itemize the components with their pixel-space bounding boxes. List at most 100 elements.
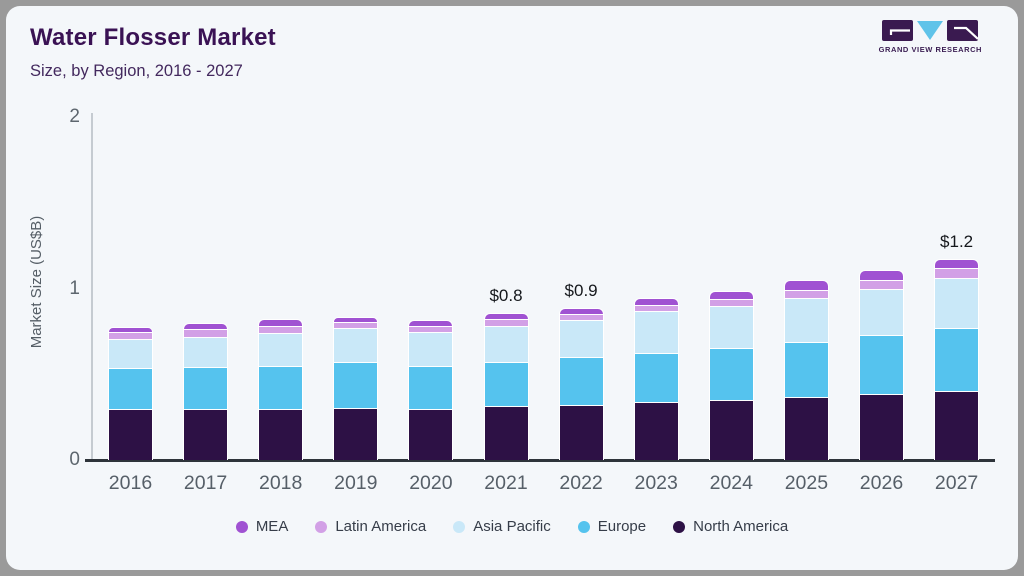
bar-segment-mea <box>483 312 529 320</box>
x-tick-label: 2018 <box>258 472 303 494</box>
bar-segment-latin-america <box>333 321 379 328</box>
legend-item-asia-pacific: Asia Pacific <box>453 518 551 535</box>
legend-label: Europe <box>597 518 647 535</box>
y-tick-label: 0 <box>69 449 80 470</box>
x-tick-label: 2016 <box>108 472 153 494</box>
x-tick-label: 2020 <box>409 472 453 494</box>
y-tick-label: 1 <box>69 277 80 299</box>
stacked-bar-2025 <box>783 280 829 460</box>
bar-segment-asia-pacific <box>183 336 229 367</box>
stacked-bar-2019 <box>333 316 379 460</box>
legend-item-mea: MEA <box>235 518 289 535</box>
bar-segment-mea <box>708 291 754 299</box>
bar-segment-latin-america <box>934 267 980 278</box>
bar-segment-north-america <box>108 408 153 460</box>
bar-segment-europe <box>258 365 304 409</box>
bar-segment-latin-america <box>183 328 229 337</box>
stacked-bar-2016 <box>108 327 153 460</box>
bar-segment-asia-pacific <box>633 311 679 353</box>
legend-dot-icon <box>673 520 686 533</box>
bar-segment-mea <box>934 259 980 268</box>
bar-segment-north-america <box>183 409 229 460</box>
gvr-logo: GRAND VIEW RESEARCH <box>879 20 982 54</box>
bar-segment-mea <box>108 327 153 333</box>
legend-dot-icon <box>577 520 590 533</box>
bar-segment-asia-pacific <box>708 305 754 349</box>
bar-segment-asia-pacific <box>408 331 454 367</box>
bar-segment-europe <box>783 342 829 397</box>
bar-segment-latin-america <box>108 332 153 340</box>
bar-segment-latin-america <box>483 319 529 327</box>
value-label-2021: $0.8 <box>489 285 523 305</box>
bar-segment-latin-america <box>258 325 304 333</box>
legend: MEA Latin America Asia Pacific Europe North … <box>6 518 1018 535</box>
bar-segment-north-america <box>633 402 679 460</box>
chart-title: Water Flosser Market <box>30 24 276 51</box>
stacked-bar-2026 <box>859 270 904 460</box>
bar-segment-europe <box>483 362 529 406</box>
x-tick-label: 2025 <box>784 472 829 494</box>
bar-segment-asia-pacific <box>783 297 829 343</box>
bar-segment-asia-pacific <box>258 332 304 366</box>
bar-segment-north-america <box>783 396 829 460</box>
logo-r-icon <box>947 20 979 41</box>
legend-dot-icon <box>315 520 328 533</box>
stacked-bar-2021 <box>483 312 529 460</box>
bar-segment-asia-pacific <box>483 326 529 363</box>
bar-segment-north-america <box>708 399 754 460</box>
bar-segment-north-america <box>934 391 980 460</box>
chart-subtitle: Size, by Region, 2016 - 2027 <box>30 62 243 80</box>
stacked-bar-2027 <box>934 259 980 460</box>
bar-segment-north-america <box>483 405 529 460</box>
bar-segment-latin-america <box>783 290 829 298</box>
stacked-bar-2017 <box>183 322 229 460</box>
bar-segment-europe <box>333 362 379 408</box>
bar-segment-mea <box>633 297 679 306</box>
bar-segment-europe <box>934 327 980 392</box>
bar-segment-europe <box>633 353 679 403</box>
y-axis-line <box>91 113 93 461</box>
stacked-bar-2022 <box>558 307 604 460</box>
legend-dot-icon <box>235 520 248 533</box>
legend-label: MEA <box>255 518 289 535</box>
legend-item-latin-america: Latin America <box>315 518 426 535</box>
value-label-2022: $0.9 <box>564 280 598 300</box>
bar-segment-asia-pacific <box>934 277 980 328</box>
bar-segment-mea <box>783 280 829 291</box>
stacked-bar-2020 <box>408 319 454 460</box>
bar-segment-mea <box>859 270 904 281</box>
bar-segment-europe <box>408 366 454 409</box>
x-tick-label: 2027 <box>934 472 979 494</box>
bar-segment-mea <box>558 307 604 314</box>
y-tick-label: 2 <box>69 106 80 127</box>
x-tick-label: 2022 <box>559 472 603 494</box>
x-tick-label: 2026 <box>859 472 904 494</box>
legend-dot-icon <box>453 520 466 533</box>
bar-segment-europe <box>859 334 904 394</box>
legend-label: Latin America <box>335 518 427 535</box>
x-tick-label: 2019 <box>334 472 378 494</box>
logo-v-icon <box>917 21 944 40</box>
legend-label: Asia Pacific <box>473 518 551 535</box>
value-label-2027: $1.2 <box>940 232 974 252</box>
bar-segment-asia-pacific <box>859 288 904 335</box>
x-tick-label: 2017 <box>183 472 228 494</box>
bar-segment-asia-pacific <box>558 320 604 358</box>
chart-card: Water Flosser Market Size, by Region, 20… <box>6 6 1018 570</box>
x-tick-label: 2023 <box>634 472 678 494</box>
x-axis-line <box>85 459 995 462</box>
bar-segment-latin-america <box>408 325 454 332</box>
bar-segment-europe <box>183 366 229 410</box>
bar-segment-latin-america <box>708 298 754 306</box>
bar-segment-europe <box>708 348 754 400</box>
legend-item-europe: Europe <box>577 518 647 535</box>
bar-segment-latin-america <box>558 313 604 321</box>
bar-segment-north-america <box>859 393 904 460</box>
x-tick-label: 2024 <box>709 472 753 494</box>
bar-segment-north-america <box>333 407 379 460</box>
bar-segment-north-america <box>258 408 304 460</box>
bar-segment-mea <box>258 319 304 326</box>
x-tick-label: 2021 <box>484 472 528 494</box>
bar-segment-europe <box>108 368 153 409</box>
